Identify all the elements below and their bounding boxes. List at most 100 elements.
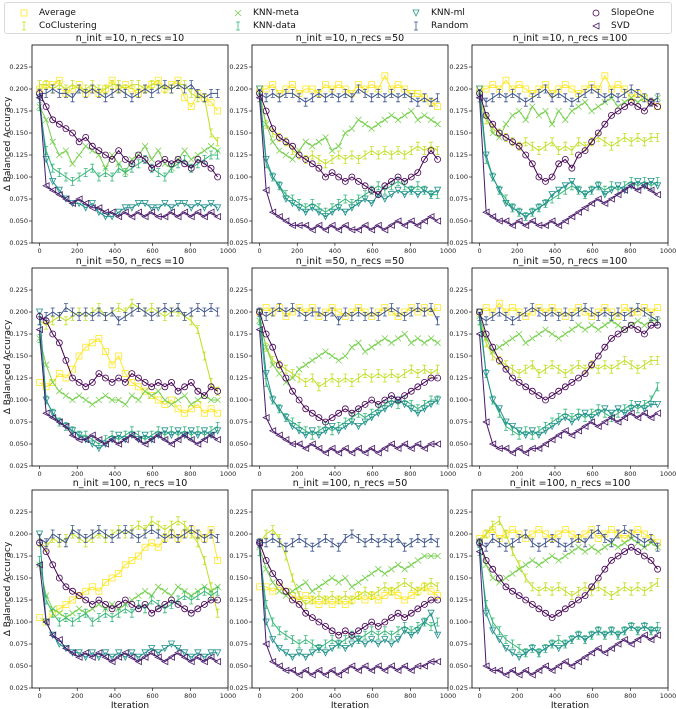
data-point	[509, 374, 516, 382]
y-tick-label: 0.025	[229, 239, 248, 247]
data-point	[489, 81, 497, 88]
data-point	[490, 93, 495, 103]
y-tick-label: 0.075	[9, 195, 28, 203]
data-point	[215, 422, 220, 431]
series-line	[259, 528, 438, 606]
data-point	[75, 605, 83, 613]
y-tick-label: 0.050	[229, 217, 248, 225]
data-point	[523, 529, 528, 539]
data-point	[160, 657, 169, 666]
x-tick-label: 800	[404, 470, 416, 478]
data-point	[50, 316, 55, 326]
data-point	[414, 605, 422, 613]
data-point	[181, 160, 189, 168]
y-tick-label: 0.100	[9, 173, 28, 181]
data-point	[321, 427, 330, 435]
series-line	[259, 320, 438, 384]
data-point	[269, 396, 277, 404]
data-point	[497, 626, 502, 636]
data-point	[356, 84, 361, 94]
data-point	[168, 401, 175, 408]
data-point	[502, 671, 510, 679]
data-point	[502, 217, 510, 225]
series-slopeone	[36, 90, 222, 181]
data-point	[55, 190, 63, 199]
data-point	[561, 526, 569, 533]
data-point	[290, 194, 295, 204]
data-point	[434, 592, 442, 599]
data-point	[622, 312, 627, 321]
data-point	[576, 534, 581, 543]
data-point	[214, 107, 222, 115]
data-point	[356, 534, 361, 543]
data-point	[521, 449, 530, 457]
y-tick-label: 0.125	[9, 151, 28, 159]
data-point	[303, 312, 308, 321]
data-point	[627, 321, 635, 329]
data-point	[289, 596, 296, 604]
data-point	[555, 557, 562, 564]
data-point	[394, 173, 402, 181]
data-point	[433, 631, 442, 640]
data-point	[135, 151, 142, 159]
data-point	[128, 378, 136, 386]
data-point	[90, 312, 95, 321]
data-point	[528, 671, 536, 679]
data-point	[42, 548, 50, 555]
data-point	[522, 383, 530, 391]
data-point	[310, 93, 315, 103]
data-point	[70, 617, 75, 627]
data-point	[502, 120, 510, 128]
data-point	[575, 321, 582, 329]
data-point	[174, 601, 182, 608]
data-point	[622, 404, 627, 414]
data-point	[569, 538, 574, 548]
data-point	[283, 89, 288, 98]
data-point	[433, 440, 442, 448]
data-point	[535, 330, 543, 338]
data-point	[562, 552, 569, 560]
data-point	[167, 204, 176, 212]
y-tick-label: 0.050	[229, 440, 248, 448]
data-point	[620, 635, 629, 644]
data-point	[44, 538, 49, 548]
data-point	[515, 330, 523, 338]
data-point	[394, 81, 402, 88]
data-point	[475, 547, 483, 556]
data-point	[50, 608, 55, 618]
data-point	[213, 435, 222, 444]
data-point	[522, 596, 530, 604]
data-point	[101, 440, 109, 448]
data-point	[35, 94, 43, 102]
y-tick-label: 0.125	[229, 596, 248, 604]
data-point	[567, 212, 576, 221]
data-point	[509, 526, 516, 533]
data-point	[269, 343, 277, 351]
data-point	[37, 534, 42, 543]
data-point	[328, 574, 336, 582]
series-line	[39, 93, 219, 178]
x-tick-label: 600	[146, 692, 158, 700]
data-point	[655, 382, 660, 392]
legend-marker-shape	[592, 9, 600, 17]
data-point	[108, 396, 116, 404]
data-point	[77, 613, 82, 622]
data-point	[141, 653, 149, 661]
y-tick-label: 0.125	[229, 374, 248, 382]
panel-title: n_init =10, n_recs =100	[513, 33, 628, 44]
data-point	[121, 561, 129, 569]
panel-title: n_init =10, n_recs =10	[76, 33, 184, 44]
y-tick-label: 0.025	[9, 462, 28, 470]
data-point	[396, 582, 401, 592]
data-point	[348, 640, 356, 648]
panel-4: n_init =50, n_recs =100.0250.0500.0750.1…	[3, 256, 236, 478]
data-point	[635, 133, 640, 142]
data-point	[655, 542, 660, 552]
data-point	[50, 163, 55, 173]
data-point	[355, 116, 362, 124]
series-random	[37, 525, 220, 548]
data-point	[649, 534, 654, 543]
data-point	[161, 400, 169, 408]
data-point	[310, 199, 315, 208]
data-point	[548, 640, 556, 648]
